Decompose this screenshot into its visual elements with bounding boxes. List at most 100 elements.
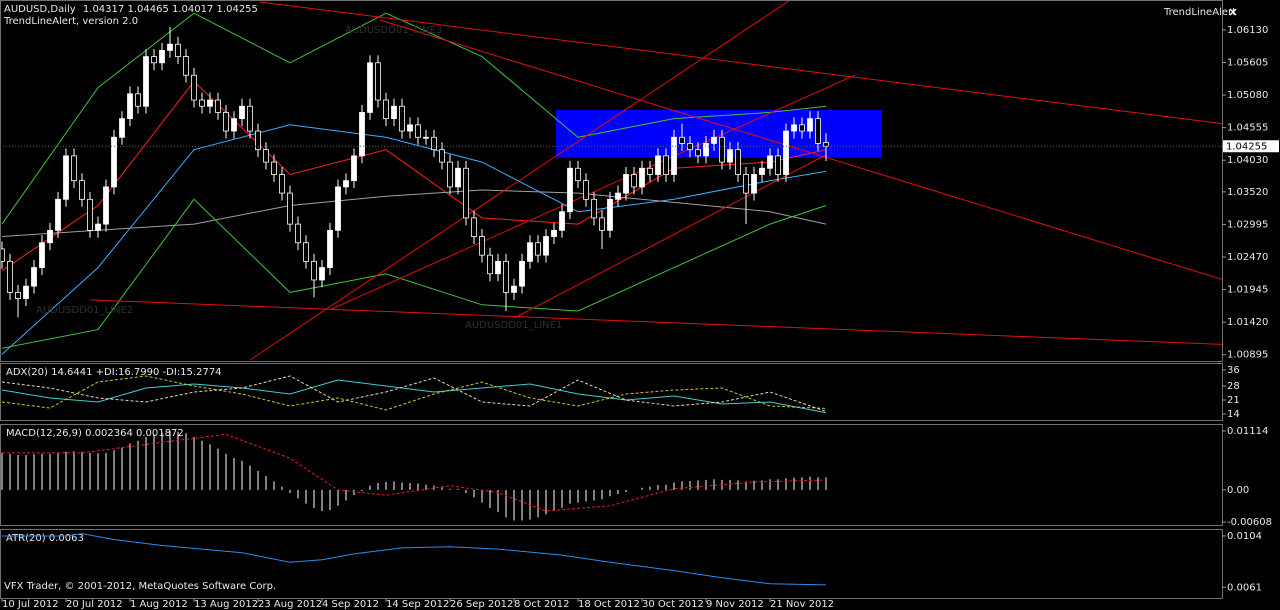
candle-body: [727, 149, 733, 163]
candle-body: [559, 211, 565, 231]
candle-body: [487, 254, 493, 275]
close: 1.04255: [217, 4, 258, 15]
candle-body: [391, 105, 397, 120]
y-tick-label: 0.0104: [1227, 531, 1262, 542]
candle-body: [167, 43, 173, 51]
candle-body: [759, 167, 765, 175]
indicator-label: TrendLineAlert, version 2.0: [3, 16, 138, 27]
y-tick-label: 1.01945: [1227, 285, 1268, 296]
y-tick-label: 36: [1227, 365, 1240, 376]
candle-body: [15, 291, 21, 299]
x-tick-label: 1 Aug 2012: [130, 599, 188, 610]
candle-body: [207, 99, 213, 107]
x-tick-label: 8 Oct 2012: [514, 599, 569, 610]
price-overlay-layer: [0, 1, 1222, 361]
candle-body: [495, 260, 501, 275]
candle-body: [719, 136, 725, 163]
y-tick-label: 1.04030: [1227, 155, 1268, 166]
candle-body: [567, 167, 573, 213]
x-tick-label: 10 Jul 2012: [2, 599, 59, 610]
candle-body: [655, 155, 661, 175]
trendline-label: AUDUSDD01_LINE3: [345, 25, 442, 36]
price-badge: [1223, 140, 1279, 153]
macd-panel-frame: [0, 424, 1223, 526]
candle-body: [71, 155, 77, 182]
candle-body: [703, 143, 709, 157]
candle-body: [175, 43, 181, 57]
x-tick-label: 4 Sep 2012: [322, 599, 379, 610]
x-tick-label: 21 Nov 2012: [770, 599, 834, 610]
chart-header: AUDUSD,Daily 1.04317 1.04465 1.04017 1.0…: [4, 4, 258, 15]
candle-body: [143, 56, 149, 107]
candle-body: [47, 229, 53, 244]
candle-body: [375, 62, 381, 101]
candle-body: [7, 260, 13, 293]
trendline: [249, 1, 790, 361]
candle-body: [287, 192, 293, 225]
candle-body: [215, 99, 221, 113]
x-tick-label: 18 Oct 2012: [578, 599, 640, 610]
candle-body: [431, 136, 437, 151]
y-tick-label: -0.00608: [1227, 517, 1272, 528]
y-tick-label: 0.01114: [1227, 426, 1268, 437]
candle-body: [351, 155, 357, 182]
candle-body: [87, 198, 93, 231]
x-tick-label: 13 Aug 2012: [194, 599, 258, 610]
candle-body: [39, 242, 45, 268]
candle-body: [335, 186, 341, 231]
indicator-line: [1, 375, 827, 411]
candle-body: [415, 124, 421, 138]
candle-body: [815, 118, 821, 144]
candle-body: [631, 174, 637, 188]
candle-body: [239, 105, 245, 120]
candle-body: [823, 142, 829, 147]
candle-body: [511, 285, 517, 293]
open: 1.04317: [83, 4, 124, 15]
high: 1.04465: [127, 4, 168, 15]
candle-body: [679, 136, 685, 144]
x-tick-label: 23 Aug 2012: [258, 599, 322, 610]
candle-body: [527, 242, 533, 262]
candle-body: [583, 180, 589, 200]
trendline: [329, 74, 856, 311]
y-tick-label: 21: [1227, 395, 1240, 406]
y-tick-label: 1.03520: [1227, 187, 1268, 198]
candle-body: [119, 118, 125, 138]
y-tick-label: 1.00895: [1227, 350, 1268, 361]
candle-body: [735, 149, 741, 175]
candle-body: [279, 174, 285, 194]
candle-body: [247, 105, 253, 132]
y-tick-label: 1.06130: [1227, 25, 1268, 36]
candle-body: [199, 99, 205, 107]
candle-body: [63, 155, 69, 200]
y-tick-label: 0.00: [1227, 485, 1249, 496]
candle-body: [783, 130, 789, 175]
candle-body: [0, 248, 5, 262]
y-tick-label: 0.0061: [1227, 582, 1262, 593]
candle-body: [311, 260, 317, 281]
candle-body: [623, 174, 629, 194]
y-tick-label: 1.04555: [1227, 123, 1268, 134]
candle-body: [743, 174, 749, 194]
close-button[interactable]: [1229, 8, 1237, 16]
candle-body: [711, 136, 717, 144]
candle-body: [367, 62, 373, 113]
candle-body: [767, 155, 773, 169]
candle-body: [183, 56, 189, 76]
candle-body: [695, 149, 701, 157]
candle-body: [591, 198, 597, 219]
x-tick-label: 14 Sep 2012: [386, 599, 449, 610]
candle-body: [615, 192, 621, 200]
candle-body: [271, 161, 277, 175]
candle-body: [55, 198, 61, 231]
candle-body: [223, 112, 229, 132]
candle-body: [807, 118, 813, 132]
candle-body: [663, 155, 669, 175]
candle-body: [463, 167, 469, 219]
trendline-label: AUDUSDD01_LINE2: [36, 305, 133, 316]
candle-body: [23, 285, 29, 299]
x-tick-label: 9 Nov 2012: [706, 599, 764, 610]
candle-body: [519, 260, 525, 287]
y-tick-label: 1.02995: [1227, 219, 1268, 230]
